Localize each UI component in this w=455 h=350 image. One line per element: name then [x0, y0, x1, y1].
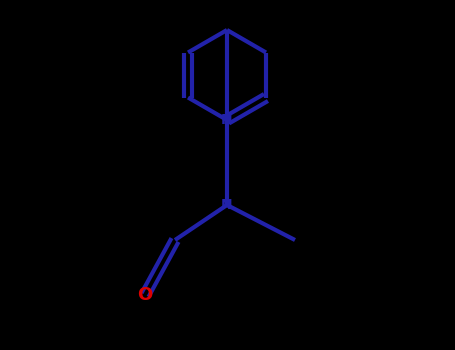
Text: N: N [221, 113, 233, 127]
Text: O: O [137, 286, 152, 304]
Text: N: N [221, 198, 233, 212]
